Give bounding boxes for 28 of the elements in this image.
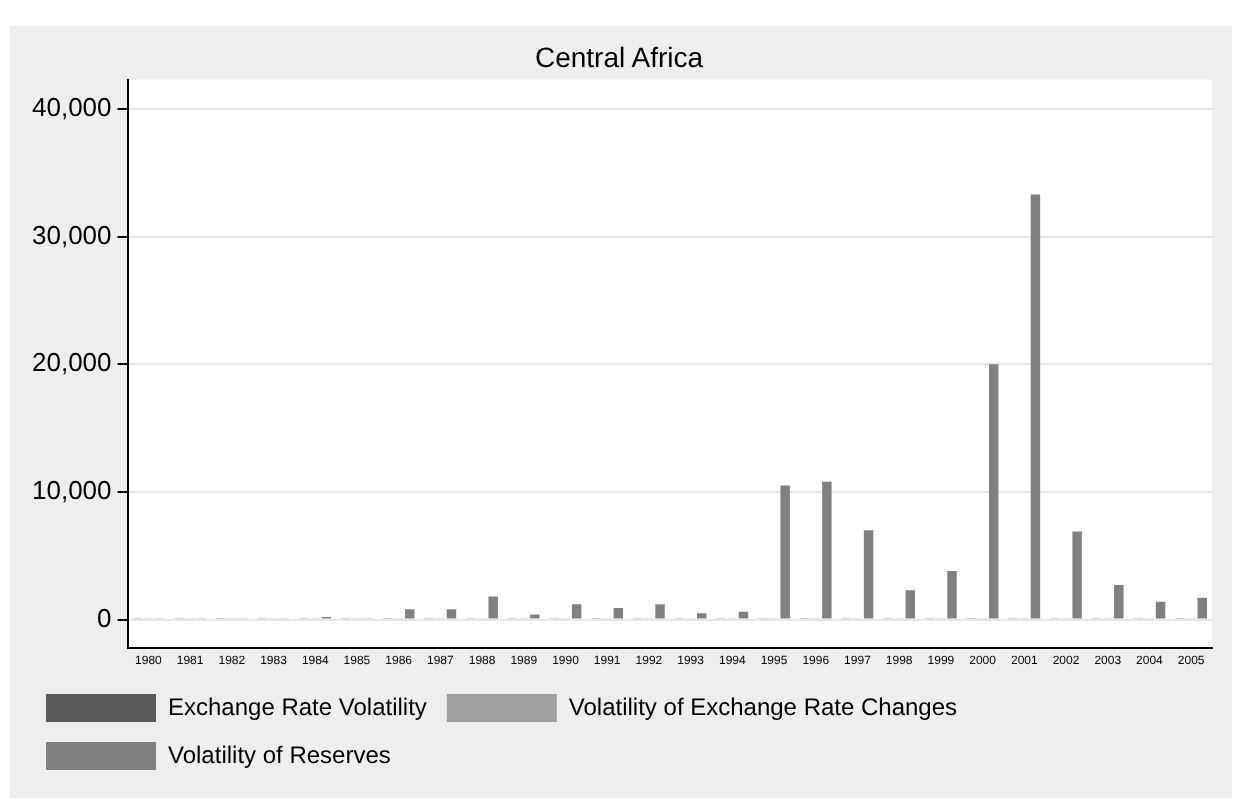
y-tick-label: 40,000 bbox=[31, 92, 112, 123]
bar bbox=[488, 596, 498, 619]
bar bbox=[1155, 601, 1166, 619]
bar bbox=[905, 590, 916, 619]
legend-label: Volatility of Reserves bbox=[168, 740, 391, 769]
bar bbox=[446, 609, 457, 619]
bar bbox=[1030, 194, 1041, 619]
bar bbox=[1072, 531, 1082, 619]
bar bbox=[697, 613, 707, 619]
bar bbox=[947, 571, 957, 619]
bar bbox=[780, 485, 790, 619]
bar bbox=[655, 604, 665, 619]
legend-label: Exchange Rate Volatility bbox=[168, 692, 427, 721]
bar bbox=[405, 609, 415, 619]
y-tick-label: 20,000 bbox=[31, 347, 112, 378]
legend-label: Volatility of Exchange Rate Changes bbox=[568, 692, 958, 721]
bar bbox=[571, 604, 582, 619]
chart-title: Central Africa bbox=[534, 40, 704, 73]
bar bbox=[1197, 597, 1207, 619]
bar bbox=[1114, 585, 1124, 619]
bar bbox=[863, 530, 874, 619]
y-tick-label: 10,000 bbox=[31, 475, 112, 506]
bar bbox=[738, 611, 749, 619]
y-tick-label: 0 bbox=[97, 602, 112, 633]
bar bbox=[822, 481, 832, 619]
bar bbox=[988, 364, 999, 619]
y-tick-label: 30,000 bbox=[31, 219, 112, 250]
bar bbox=[613, 608, 624, 619]
